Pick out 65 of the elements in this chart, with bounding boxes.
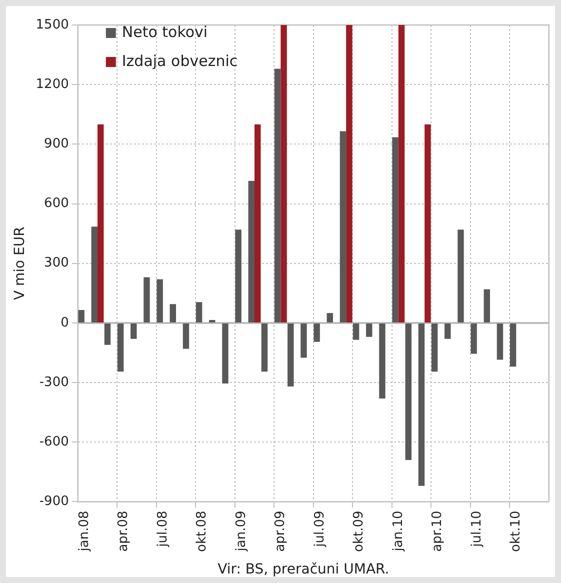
bar bbox=[209, 320, 216, 322]
y-tick-label: 900 bbox=[44, 136, 69, 152]
y-tick-label: 1200 bbox=[36, 76, 69, 92]
x-tick-label: apr.10 bbox=[430, 510, 446, 552]
bar bbox=[424, 124, 431, 322]
bar bbox=[196, 302, 202, 322]
bar bbox=[130, 323, 137, 339]
x-tick-label: okt.09 bbox=[352, 510, 367, 552]
y-tick-label: 600 bbox=[44, 196, 69, 212]
y-tick-label: -300 bbox=[39, 374, 69, 390]
bar bbox=[235, 230, 242, 322]
bar bbox=[470, 323, 477, 354]
bar bbox=[104, 323, 111, 345]
bar bbox=[379, 323, 386, 398]
bar bbox=[346, 25, 352, 322]
bar bbox=[352, 323, 360, 340]
bar bbox=[170, 304, 176, 322]
bar bbox=[314, 323, 320, 342]
y-tick-label: -600 bbox=[39, 434, 69, 450]
legend-label: Izdaja obveznic bbox=[122, 52, 238, 70]
bar bbox=[418, 323, 425, 486]
bar bbox=[254, 124, 261, 322]
x-tick-label: jan.08 bbox=[76, 510, 92, 552]
bar bbox=[248, 180, 255, 322]
bar bbox=[484, 289, 490, 322]
bar bbox=[326, 313, 334, 322]
x-tick-label: apr.09 bbox=[273, 510, 288, 552]
legend-label: Neto tokovi bbox=[122, 22, 208, 41]
text: Vir: BS, preračuni UMAR. bbox=[218, 562, 390, 578]
x-tick-label: jan.09 bbox=[234, 510, 249, 552]
bar bbox=[340, 131, 346, 322]
y-tick-label: 300 bbox=[44, 256, 69, 271]
bar bbox=[288, 323, 294, 387]
bar bbox=[458, 230, 464, 322]
bar bbox=[431, 323, 438, 372]
x-tick-label: apr.08 bbox=[116, 510, 132, 552]
bar bbox=[398, 25, 405, 322]
bar bbox=[366, 323, 372, 337]
x-tick-label: jul.10 bbox=[469, 510, 484, 548]
bar bbox=[222, 323, 228, 384]
y-tick-label: -900 bbox=[39, 494, 69, 510]
x-tick-label: jul.08 bbox=[155, 510, 170, 548]
bar bbox=[496, 323, 504, 360]
bar bbox=[300, 323, 307, 358]
bar bbox=[117, 323, 124, 372]
x-tick-label: okt.08 bbox=[194, 510, 210, 552]
bar bbox=[91, 226, 98, 322]
bar bbox=[261, 323, 268, 372]
bar bbox=[78, 310, 84, 322]
bar bbox=[144, 277, 150, 322]
bar bbox=[280, 25, 287, 322]
x-tick-label: okt.10 bbox=[508, 510, 524, 552]
bar bbox=[405, 323, 412, 460]
y-tick-label: 1500 bbox=[36, 17, 69, 32]
bar bbox=[156, 279, 163, 322]
x-tick-label: jan.10 bbox=[390, 510, 406, 552]
bar bbox=[274, 68, 281, 322]
y-axis-title: V mio EUR bbox=[12, 226, 28, 300]
bar bbox=[510, 323, 516, 367]
bar bbox=[392, 137, 398, 322]
y-tick-label: 0 bbox=[60, 315, 69, 330]
bar bbox=[98, 124, 104, 322]
x-tick-label: jul.09 bbox=[312, 510, 328, 548]
bar bbox=[444, 323, 451, 339]
bar bbox=[182, 323, 190, 349]
